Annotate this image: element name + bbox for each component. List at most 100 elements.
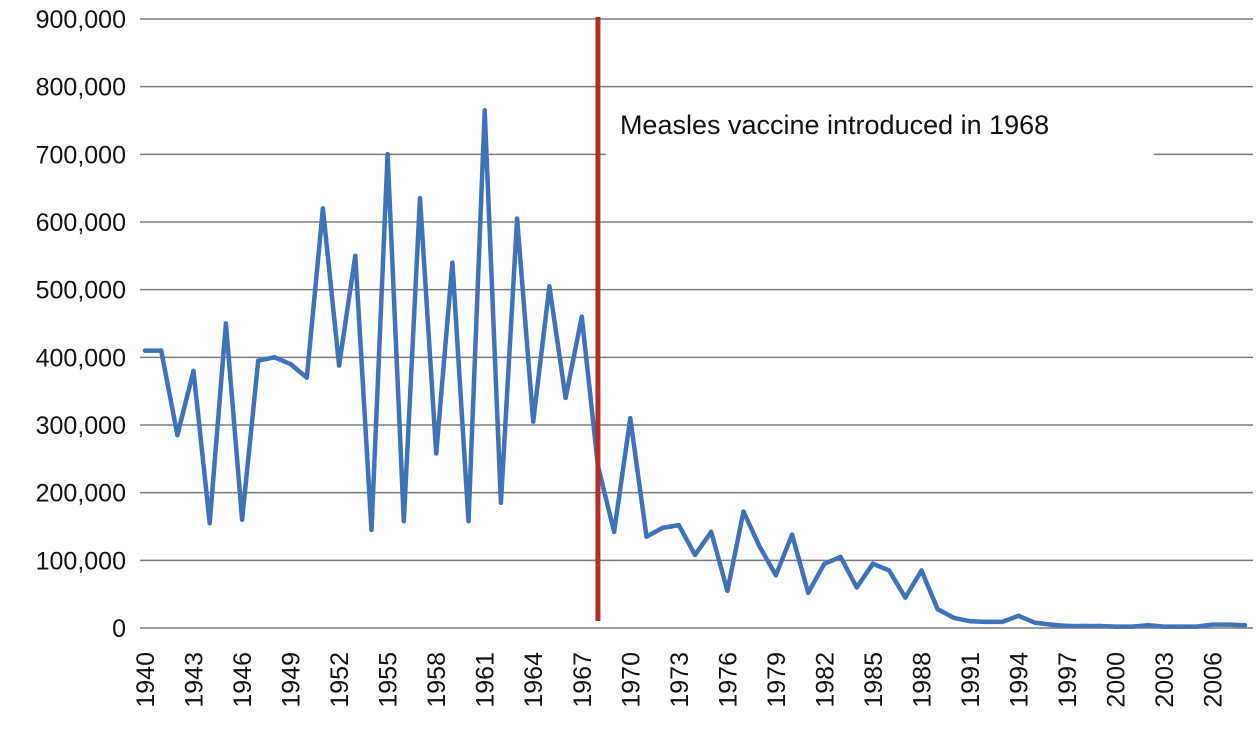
data-point	[692, 552, 698, 558]
y-tick-label: 500,000	[36, 277, 126, 305]
x-tick-label: 2000	[1103, 652, 1131, 708]
data-point	[806, 590, 811, 596]
data-point	[1048, 622, 1054, 627]
data-point	[1129, 624, 1134, 629]
x-tick-label: 1985	[860, 652, 888, 708]
data-point	[789, 532, 795, 537]
data-point	[1097, 623, 1102, 629]
x-tick-label: 1952	[326, 652, 354, 708]
data-point	[886, 568, 892, 573]
data-point	[498, 500, 504, 506]
data-point	[547, 284, 552, 289]
data-point	[256, 358, 261, 363]
data-point	[822, 561, 827, 566]
data-point	[1178, 624, 1183, 629]
y-tick-label: 200,000	[36, 480, 126, 508]
x-tick-label: 1973	[666, 652, 694, 708]
data-point	[935, 606, 940, 612]
x-tick-label: 1994	[1006, 652, 1034, 708]
data-point	[353, 253, 358, 259]
x-tick-label: 1961	[472, 652, 500, 708]
data-point	[239, 517, 245, 522]
data-point	[531, 419, 536, 424]
x-tick-label: 2006	[1200, 652, 1228, 708]
data-point	[433, 451, 439, 456]
data-point	[191, 368, 196, 374]
x-tick-label: 1958	[423, 652, 451, 708]
data-point	[773, 573, 779, 578]
x-tick-label: 1955	[375, 652, 403, 708]
data-point	[854, 585, 859, 590]
data-point	[450, 260, 455, 265]
y-tick-label: 400,000	[36, 344, 126, 372]
data-point	[1242, 623, 1248, 628]
y-tick-label: 800,000	[36, 74, 126, 102]
data-point	[1226, 622, 1232, 627]
measles-cases-line	[142, 108, 1248, 629]
data-point	[1210, 622, 1215, 627]
data-point	[1032, 620, 1037, 625]
data-point	[417, 196, 423, 201]
data-point	[369, 527, 374, 533]
data-point	[870, 561, 876, 566]
x-tick-label: 1940	[132, 652, 160, 708]
data-point	[142, 348, 148, 353]
data-point	[482, 108, 487, 113]
data-point	[676, 522, 682, 528]
vaccine-annotation-label: Measles vaccine introduced in 1968	[620, 110, 1049, 140]
data-point	[385, 152, 390, 157]
data-point	[563, 395, 568, 401]
data-point	[1000, 619, 1005, 625]
data-point	[644, 534, 649, 539]
data-point	[272, 355, 277, 360]
x-tick-label: 1982	[811, 652, 839, 708]
y-axis-tick-labels: 0 100,000 200,000 300,000 400,000 500,000 600,…	[36, 6, 126, 643]
data-point	[725, 588, 730, 593]
data-point	[919, 568, 924, 573]
x-tick-label: 1943	[181, 652, 209, 708]
data-point	[983, 619, 989, 625]
y-tick-label: 900,000	[36, 6, 126, 34]
x-tick-label: 1997	[1054, 652, 1082, 708]
y-tick-label: 600,000	[36, 209, 126, 237]
data-point	[967, 619, 973, 624]
data-point	[838, 554, 843, 560]
y-tick-label: 700,000	[36, 141, 126, 169]
x-tick-label: 1991	[957, 652, 985, 708]
x-tick-label: 1946	[229, 652, 257, 708]
data-point	[158, 348, 164, 353]
data-point	[660, 525, 665, 531]
data-point	[903, 595, 908, 600]
x-tick-label: 1949	[278, 652, 306, 708]
series-layer	[142, 108, 1248, 629]
y-tick-label: 0	[112, 615, 126, 643]
data-point	[401, 518, 407, 524]
data-point	[1145, 623, 1151, 628]
data-point	[1064, 623, 1070, 629]
data-point	[514, 216, 520, 221]
data-point	[579, 314, 584, 319]
data-point	[207, 520, 212, 526]
data-point	[175, 432, 180, 438]
y-tick-label: 300,000	[36, 412, 126, 440]
data-point	[1194, 624, 1199, 629]
x-axis-tick-labels: 1940 1943 1946 1949 1952 1955 1958 1961 1964 1967…	[132, 652, 1228, 708]
data-point	[288, 361, 293, 367]
data-point	[1081, 623, 1086, 629]
data-point	[1016, 613, 1021, 619]
annotation-label-background	[605, 100, 1154, 170]
data-point	[466, 518, 471, 524]
x-tick-label: 1979	[763, 652, 791, 708]
data-point	[628, 416, 633, 421]
data-point	[304, 375, 309, 380]
x-tick-label: 2003	[1151, 652, 1179, 708]
data-point	[708, 529, 714, 535]
data-point	[223, 321, 229, 326]
data-point	[320, 206, 326, 211]
x-tick-label: 1964	[520, 652, 548, 708]
data-point	[336, 363, 342, 368]
x-tick-label: 1988	[908, 652, 936, 708]
x-tick-label: 1970	[617, 652, 645, 708]
data-point	[1161, 624, 1167, 629]
